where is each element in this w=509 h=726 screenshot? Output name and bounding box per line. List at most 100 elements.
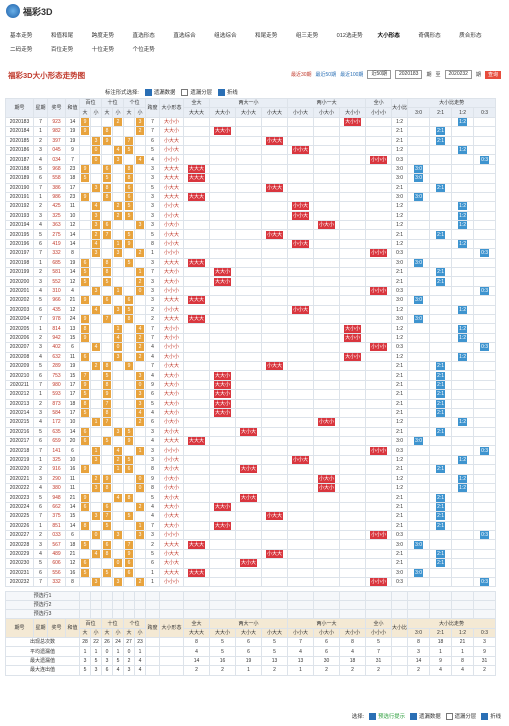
nav-tab[interactable]: 个位走势	[132, 47, 155, 53]
preselect-cell[interactable]	[391, 600, 409, 611]
preselect-cell[interactable]	[209, 591, 237, 602]
preselect-cell[interactable]	[90, 600, 103, 611]
preselect-cell[interactable]	[145, 609, 161, 620]
preselect-cell[interactable]	[451, 600, 475, 611]
nav-tab[interactable]: 奇偶形态	[418, 33, 441, 39]
preselect-cell[interactable]	[145, 600, 161, 611]
checkbox[interactable]	[181, 89, 189, 97]
recent-link[interactable]: 最近50期	[315, 72, 337, 78]
option[interactable]: 预选行提示	[369, 712, 405, 721]
preselect-cell[interactable]	[339, 609, 367, 620]
preselect-cell[interactable]	[90, 591, 103, 602]
period-select[interactable]: 近50期	[367, 70, 391, 79]
preselect-cell[interactable]	[287, 591, 315, 602]
nav-tab[interactable]: 和尾走势	[254, 33, 278, 39]
to-input[interactable]: 2020232	[444, 70, 472, 79]
preselect-cell[interactable]	[339, 600, 367, 611]
preselect-cell[interactable]	[235, 600, 263, 611]
preselect-cell[interactable]	[101, 600, 114, 611]
preselect-cell[interactable]	[79, 609, 92, 620]
nav-tab[interactable]: 大小形态	[377, 33, 400, 39]
preselect-cell[interactable]	[90, 609, 103, 620]
nav-tab[interactable]: 百位走势	[50, 47, 74, 53]
preselect-cell[interactable]	[134, 609, 147, 620]
preselect-cell[interactable]	[159, 591, 185, 602]
nav-tab[interactable]: 直选综合	[173, 33, 196, 39]
option[interactable]: 折线	[481, 712, 501, 721]
preselect-cell[interactable]	[407, 591, 431, 602]
preselect-cell[interactable]	[313, 600, 341, 611]
preselect-cell[interactable]	[391, 591, 409, 602]
query-button[interactable]: 查询	[484, 70, 501, 79]
preselect-cell[interactable]	[209, 609, 237, 620]
from-input[interactable]: 2020183	[395, 70, 423, 79]
preselect-cell[interactable]	[451, 591, 475, 602]
preselect-cell[interactable]	[429, 609, 453, 620]
preselect-cell[interactable]	[112, 591, 125, 602]
nav-tab[interactable]: 组三走势	[295, 33, 319, 39]
preselect-cell[interactable]	[429, 591, 453, 602]
preselect-cell[interactable]	[313, 591, 341, 602]
preselect-cell[interactable]	[112, 600, 125, 611]
preselect-cell[interactable]	[365, 609, 393, 620]
preselect-cell[interactable]	[391, 609, 409, 620]
preselect-cell[interactable]	[123, 600, 136, 611]
preselect-cell[interactable]	[261, 591, 289, 602]
preselect-cell[interactable]	[101, 591, 114, 602]
checkbox[interactable]	[144, 89, 152, 97]
preselect-cell[interactable]	[451, 609, 475, 620]
preselect-cell[interactable]	[79, 591, 92, 602]
preselect-cell[interactable]	[145, 591, 161, 602]
preselect-cell[interactable]	[159, 600, 185, 611]
preselect-cell[interactable]	[313, 609, 341, 620]
preselect-cell[interactable]	[112, 609, 125, 620]
preselect-cell[interactable]	[134, 600, 147, 611]
option[interactable]: 遗漏数据	[144, 88, 175, 97]
checkbox[interactable]	[218, 89, 225, 97]
checkbox[interactable]	[369, 713, 377, 721]
nav-tab[interactable]: 直选形态	[132, 33, 155, 39]
option[interactable]: 遗漏数据	[410, 712, 441, 721]
preselect-cell[interactable]	[407, 609, 431, 620]
recent-link[interactable]: 最近100期	[340, 72, 364, 78]
nav-tab[interactable]: 012选走势	[336, 33, 363, 39]
preselect-cell[interactable]	[209, 600, 237, 611]
option[interactable]: 遗漏分层	[181, 88, 212, 97]
preselect-cell[interactable]	[429, 600, 453, 611]
preselect-cell[interactable]	[101, 609, 114, 620]
preselect-cell[interactable]	[159, 609, 185, 620]
preselect-cell[interactable]	[261, 600, 289, 611]
preselect-cell[interactable]	[261, 609, 289, 620]
option[interactable]: 折线	[218, 88, 238, 97]
option[interactable]: 遗漏分层	[445, 712, 476, 721]
checkbox[interactable]	[445, 713, 453, 721]
preselect-cell[interactable]	[473, 609, 497, 620]
preselect-cell[interactable]	[123, 609, 136, 620]
preselect-cell[interactable]	[183, 609, 211, 620]
nav-tab[interactable]: 十位走势	[91, 47, 115, 53]
preselect-cell[interactable]	[183, 591, 211, 602]
recent-link[interactable]: 最近30期	[290, 72, 312, 78]
preselect-cell[interactable]	[235, 609, 263, 620]
nav-tab[interactable]: 跨度走势	[91, 33, 115, 39]
nav-tab[interactable]: 和值和尾	[50, 33, 74, 39]
preselect-cell[interactable]	[79, 600, 92, 611]
nav-tab[interactable]: 组选综合	[214, 33, 237, 39]
preselect-cell[interactable]	[287, 609, 315, 620]
preselect-cell[interactable]	[365, 600, 393, 611]
nav-tab[interactable]: 二码走势	[10, 47, 33, 53]
preselect-cell[interactable]	[123, 591, 136, 602]
preselect-cell[interactable]	[473, 600, 497, 611]
nav-tab[interactable]: 基本走势	[10, 33, 33, 39]
checkbox[interactable]	[410, 713, 418, 721]
preselect-cell[interactable]	[339, 591, 367, 602]
preselect-cell[interactable]	[235, 591, 263, 602]
preselect-cell[interactable]	[183, 600, 211, 611]
preselect-cell[interactable]	[287, 600, 315, 611]
preselect-cell[interactable]	[407, 600, 431, 611]
checkbox[interactable]	[481, 713, 489, 721]
logo[interactable]: 福彩3D	[6, 4, 53, 18]
preselect-cell[interactable]	[365, 591, 393, 602]
nav-tab[interactable]: 质合形态	[459, 33, 482, 39]
preselect-cell[interactable]	[473, 591, 497, 602]
